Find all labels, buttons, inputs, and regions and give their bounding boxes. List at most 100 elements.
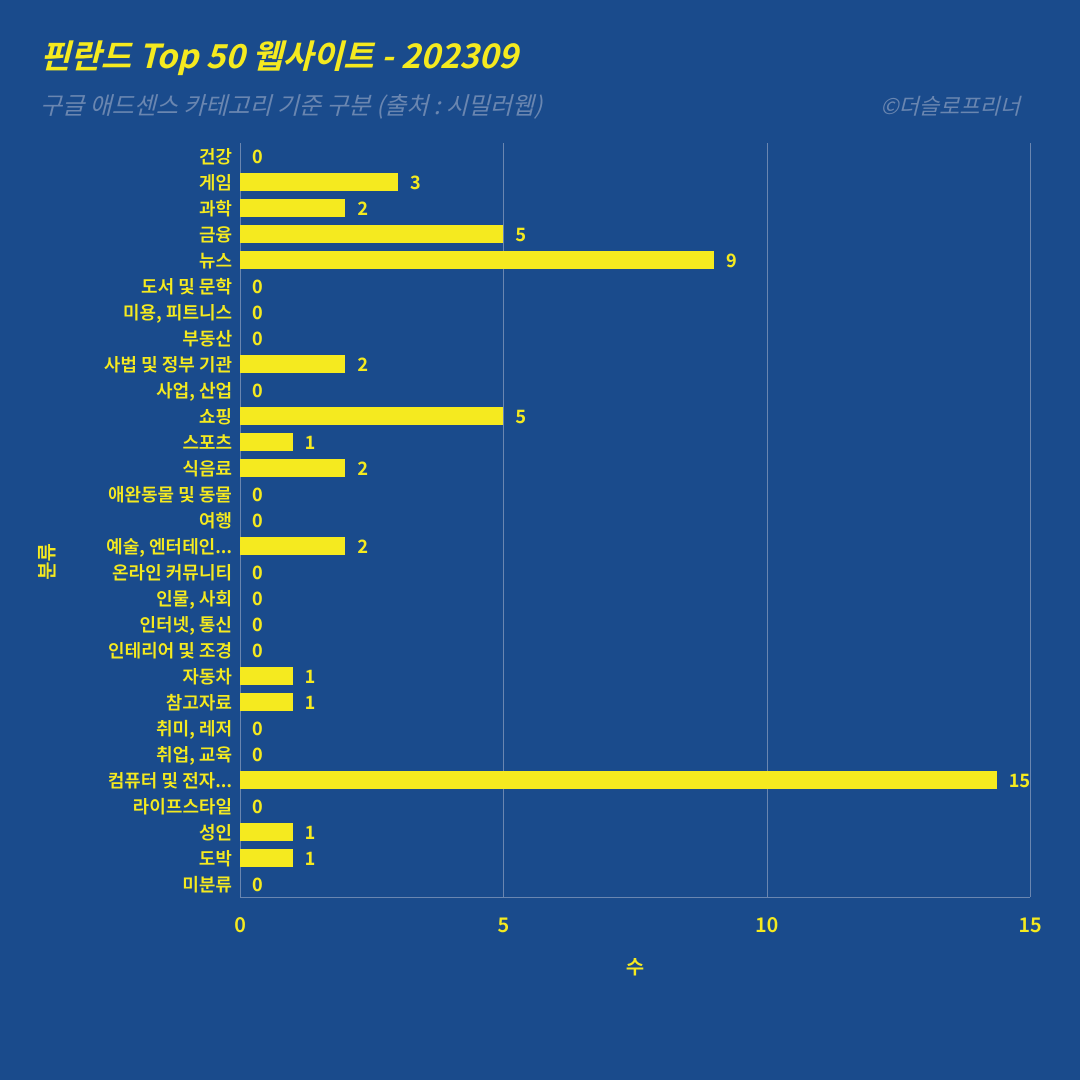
bar xyxy=(240,823,293,841)
bar-track: 1 xyxy=(240,819,1030,845)
bar-row: 사법 및 정부 기관2 xyxy=(60,351,1030,377)
bar-track: 0 xyxy=(240,299,1030,325)
chart-credit: ©더슬로프리너 xyxy=(880,89,1030,121)
bar-row: 자동차 1 xyxy=(60,663,1030,689)
bar-track: 5 xyxy=(240,403,1030,429)
bar xyxy=(240,225,503,243)
bar-row: 과학2 xyxy=(60,195,1030,221)
bar-track: 0 xyxy=(240,871,1030,897)
value-label: 9 xyxy=(726,247,737,273)
bars-container: 건강0게임3과학2금융5뉴스9도서 및 문학0미용, 피트니스0부동산0사법 및… xyxy=(60,143,1030,897)
category-label: 뉴스 xyxy=(60,247,240,273)
chart-subtitle: 구글 애드센스 카테고리 기준 구분 (출처 : 시밀러웹) xyxy=(40,86,880,121)
category-label: 사법 및 정부 기관 xyxy=(60,351,240,377)
category-label: 미분류 xyxy=(60,871,240,897)
x-axis-baseline xyxy=(240,897,1030,898)
bar-track: 15 xyxy=(240,767,1030,793)
bar-track: 0 xyxy=(240,585,1030,611)
x-tick-label: 0 xyxy=(234,909,246,938)
bar-track: 9 xyxy=(240,247,1030,273)
value-label: 0 xyxy=(252,637,263,663)
x-axis-title: 수 xyxy=(240,951,1030,980)
value-label: 0 xyxy=(252,273,263,299)
category-label: 예술, 엔터테인... xyxy=(60,533,240,559)
category-label: 온라인 커뮤니티 xyxy=(60,559,240,585)
bar xyxy=(240,693,293,711)
value-label: 3 xyxy=(410,169,421,195)
bar-row: 미분류 0 xyxy=(60,871,1030,897)
value-label: 1 xyxy=(305,845,316,871)
bar-track: 0 xyxy=(240,325,1030,351)
value-label: 0 xyxy=(252,871,263,897)
category-label: 과학 xyxy=(60,195,240,221)
bar-track: 1 xyxy=(240,663,1030,689)
category-label: 쇼핑 xyxy=(60,403,240,429)
value-label: 0 xyxy=(252,741,263,767)
bar-track: 2 xyxy=(240,533,1030,559)
bar-track: 0 xyxy=(240,559,1030,585)
x-axis-ticks: 051015 xyxy=(240,901,1030,937)
category-label: 사업, 산업 xyxy=(60,377,240,403)
bar xyxy=(240,433,293,451)
bar-row: 스포츠 1 xyxy=(60,429,1030,455)
x-tick-label: 10 xyxy=(755,909,778,938)
bar-row: 도박1 xyxy=(60,845,1030,871)
category-label: 미용, 피트니스 xyxy=(60,299,240,325)
bar xyxy=(240,537,345,555)
bar-track: 0 xyxy=(240,143,1030,169)
bar xyxy=(240,459,345,477)
bar-track: 1 xyxy=(240,429,1030,455)
category-label: 식음료 xyxy=(60,455,240,481)
bar xyxy=(240,173,398,191)
bar xyxy=(240,199,345,217)
value-label: 0 xyxy=(252,507,263,533)
bar-row: 성인 1 xyxy=(60,819,1030,845)
bar-row: 애완동물 및 동물 0 xyxy=(60,481,1030,507)
value-label: 1 xyxy=(305,689,316,715)
bar xyxy=(240,771,997,789)
bar-row: 식음료 2 xyxy=(60,455,1030,481)
category-label: 여행 xyxy=(60,507,240,533)
bar xyxy=(240,251,714,269)
value-label: 0 xyxy=(252,715,263,741)
category-label: 부동산 xyxy=(60,325,240,351)
value-label: 0 xyxy=(252,481,263,507)
category-label: 금융 xyxy=(60,221,240,247)
category-label: 스포츠 xyxy=(60,429,240,455)
gridline xyxy=(1030,143,1031,897)
bar-track: 0 xyxy=(240,273,1030,299)
category-label: 취미, 레저 xyxy=(60,715,240,741)
bar-row: 인테리어 및 조경0 xyxy=(60,637,1030,663)
value-label: 15 xyxy=(1009,767,1030,793)
bar-row: 예술, 엔터테인... 2 xyxy=(60,533,1030,559)
value-label: 1 xyxy=(305,429,316,455)
value-label: 1 xyxy=(305,819,316,845)
value-label: 0 xyxy=(252,143,263,169)
x-tick-label: 5 xyxy=(498,909,510,938)
subtitle-row: 구글 애드센스 카테고리 기준 구분 (출처 : 시밀러웹) ©더슬로프리너 xyxy=(40,86,1030,121)
value-label: 2 xyxy=(357,455,368,481)
category-label: 인터넷, 통신 xyxy=(60,611,240,637)
bar-track: 0 xyxy=(240,377,1030,403)
bar-row: 뉴스 9 xyxy=(60,247,1030,273)
bar-row: 미용, 피트니스0 xyxy=(60,299,1030,325)
bar-track: 1 xyxy=(240,689,1030,715)
bar-track: 2 xyxy=(240,351,1030,377)
category-label: 애완동물 및 동물 xyxy=(60,481,240,507)
bar-track: 0 xyxy=(240,715,1030,741)
chart-title: 핀란드 Top 50 웹사이트 - 202309 xyxy=(40,30,1030,78)
x-tick-label: 15 xyxy=(1018,909,1041,938)
value-label: 0 xyxy=(252,559,263,585)
bar-row: 라이프스타일0 xyxy=(60,793,1030,819)
category-label: 성인 xyxy=(60,819,240,845)
bar-track: 3 xyxy=(240,169,1030,195)
bar-row: 인물, 사회0 xyxy=(60,585,1030,611)
value-label: 2 xyxy=(357,533,368,559)
value-label: 1 xyxy=(305,663,316,689)
bar-row: 인터넷, 통신0 xyxy=(60,611,1030,637)
category-label: 자동차 xyxy=(60,663,240,689)
bar-row: 컴퓨터 및 전자... 15 xyxy=(60,767,1030,793)
bar xyxy=(240,407,503,425)
bar-track: 0 xyxy=(240,793,1030,819)
category-label: 컴퓨터 및 전자... xyxy=(60,767,240,793)
